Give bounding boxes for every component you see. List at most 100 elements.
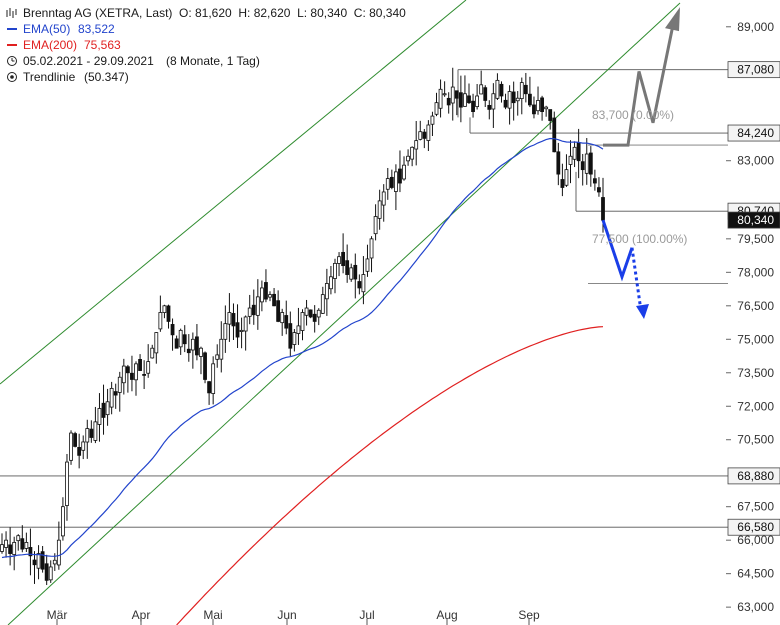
candle-body	[65, 461, 69, 506]
candle-body	[523, 84, 528, 95]
candle-body	[434, 102, 439, 115]
y-tick-label: 64,500	[737, 567, 774, 581]
candle-body	[20, 538, 25, 550]
y-tick-label: 76,500	[737, 299, 774, 313]
candle-body	[235, 322, 240, 338]
candle-body	[243, 316, 248, 332]
candle-body	[365, 258, 370, 272]
fib-annotations: 83,700 (0.00%) 77,500 (100.00%)	[592, 108, 687, 246]
candle-body	[519, 82, 524, 100]
price-badge	[727, 124, 780, 142]
candle-body	[211, 363, 216, 394]
candle-body	[528, 93, 532, 106]
candle-body	[450, 86, 455, 104]
projection-down-solid	[601, 219, 634, 282]
candle-body	[199, 347, 203, 357]
candle-body	[580, 161, 585, 171]
candle-body	[487, 104, 492, 110]
candle-body	[430, 115, 435, 125]
y-tick-label: 89,000	[737, 20, 774, 34]
candle-body	[381, 191, 386, 206]
candle-body	[341, 251, 346, 267]
y-tick-label: 66,000	[737, 533, 774, 547]
price-badge-label: 66,580	[737, 520, 774, 534]
candle-body	[150, 347, 155, 359]
candle-body	[422, 131, 427, 139]
y-tick-label: 83,000	[737, 154, 774, 168]
candle-body	[495, 79, 500, 99]
candle-body	[162, 305, 167, 313]
candle-body	[463, 93, 467, 107]
horizontal-levels	[0, 69, 728, 528]
candle-body	[471, 100, 475, 113]
candle-body	[507, 91, 512, 109]
candle-body	[24, 542, 29, 549]
candle-body	[174, 338, 179, 349]
y-axis: 89,000 83,000 79,500 78,000 76,500 75,000 73,5…	[726, 20, 774, 614]
price-badge-label: 80,340	[737, 213, 774, 227]
candle-body	[8, 544, 13, 554]
candle-body	[308, 309, 313, 318]
y-tick-label: 72,000	[737, 399, 774, 413]
candle-body	[280, 312, 285, 324]
candle-body	[101, 402, 106, 418]
candle-body	[4, 539, 8, 548]
price-badge-label: 68,880	[737, 469, 774, 483]
trend-channel	[0, 0, 681, 625]
candle-body	[503, 99, 508, 108]
price-badge	[727, 211, 780, 229]
candle-body	[597, 187, 601, 193]
candle-body	[215, 354, 220, 360]
candle-body	[304, 307, 309, 316]
candle-body	[438, 88, 443, 109]
x-tick-label: Mai	[203, 608, 222, 622]
candle-body	[544, 106, 549, 110]
candle-body	[564, 169, 569, 186]
price-badge	[727, 467, 780, 485]
candle-body	[426, 124, 431, 141]
candle-body	[219, 338, 224, 360]
candle-body	[329, 276, 333, 290]
candle-body	[44, 563, 49, 581]
candle-body	[130, 372, 134, 380]
candle-body	[16, 535, 21, 542]
candle-body	[85, 428, 90, 443]
y-tick-label: 75,000	[737, 332, 774, 346]
candle-body	[73, 433, 77, 447]
y-tick-label: 73,500	[737, 366, 774, 380]
candle-body	[158, 312, 163, 330]
candle-body	[12, 542, 17, 555]
candle-body	[239, 329, 244, 332]
candle-body	[458, 92, 463, 108]
candle-body	[288, 323, 293, 349]
candle-body	[117, 376, 122, 393]
candle-body	[479, 84, 484, 95]
x-tick-label: Aug	[436, 608, 457, 622]
candle-body	[373, 216, 378, 235]
candle-body	[32, 559, 37, 566]
projection-up-line	[603, 19, 676, 147]
candle-body	[276, 300, 281, 322]
candle-body	[138, 359, 142, 371]
candle-body	[588, 152, 593, 175]
candle-body	[292, 332, 297, 345]
candle-body	[601, 197, 605, 221]
candlestick-series	[0, 67, 605, 586]
candle-body	[361, 274, 366, 293]
candle-body	[357, 281, 362, 289]
candle-body	[125, 366, 130, 374]
candle-body	[195, 336, 199, 356]
legend-trendline-value: (50.347)	[84, 70, 129, 84]
candle-body	[109, 387, 114, 408]
candle-body	[166, 305, 171, 322]
candle-body	[89, 428, 94, 438]
y-tick-label: 79,500	[737, 232, 774, 246]
bar-chart-icon	[6, 8, 17, 18]
candle-body	[414, 140, 419, 150]
candle-body	[454, 90, 459, 99]
candle-body	[483, 87, 488, 101]
candle-body	[284, 315, 289, 329]
candle-body	[333, 262, 337, 279]
